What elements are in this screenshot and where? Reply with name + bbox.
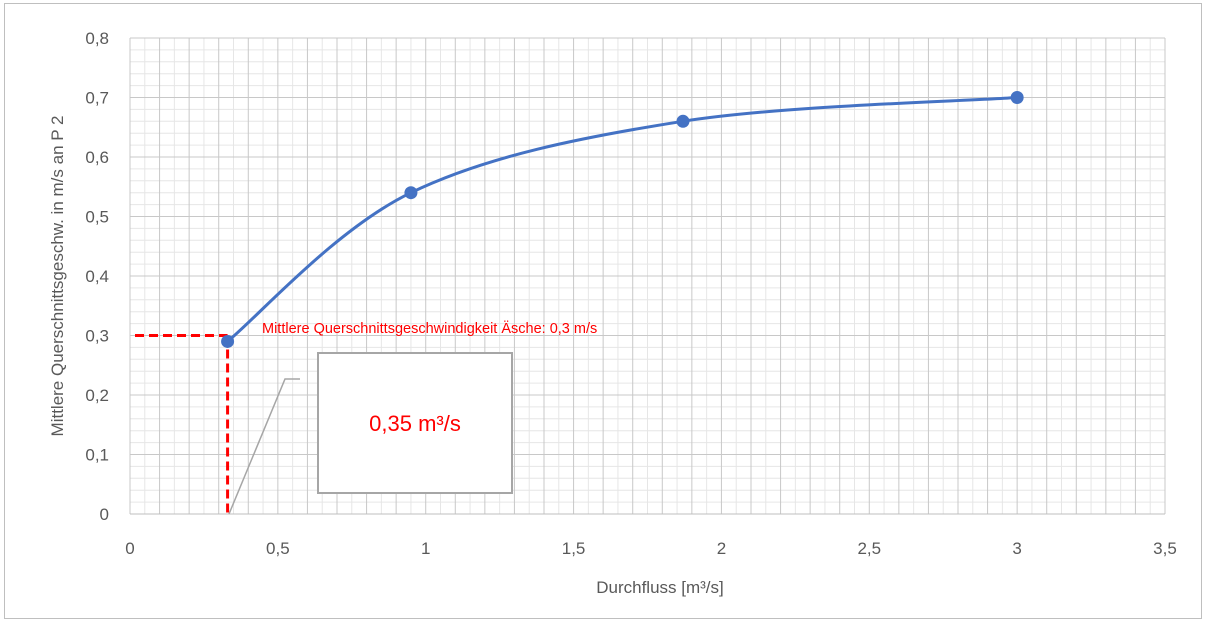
y-axis-label: Mittlere Querschnittsgeschw. in m/s an P… <box>48 115 67 437</box>
x-tick-label: 2,5 <box>857 539 881 558</box>
x-tick-label: 3,5 <box>1153 539 1177 558</box>
series-layer <box>221 91 1024 348</box>
callout-leader-line <box>228 378 300 515</box>
callout-leader <box>228 378 300 515</box>
data-point <box>221 334 235 348</box>
x-tick-label: 0 <box>125 539 134 558</box>
y-tick-label: 0,4 <box>85 267 109 286</box>
data-point <box>676 114 690 128</box>
reference-lines <box>135 334 230 514</box>
tick-labels: 0 0,5 1 1,5 2 2,5 3 3,5 0 0,1 0,2 0,3 0,4 0,5 0,6 0,7 0,… <box>85 29 1176 558</box>
y-tick-label: 0,7 <box>85 89 109 108</box>
data-point <box>404 186 418 200</box>
y-tick-label: 0,8 <box>85 29 109 48</box>
y-tick-label: 0,6 <box>85 148 109 167</box>
y-tick-label: 0,1 <box>85 446 109 465</box>
x-axis-label: Durchfluss [m³/s] <box>596 578 724 597</box>
major-grid <box>129 37 1166 515</box>
y-tick-label: 0,2 <box>85 386 109 405</box>
y-tick-label: 0,5 <box>85 208 109 227</box>
series-line <box>226 96 1018 343</box>
x-tick-label: 2 <box>717 539 726 558</box>
y-tick-label: 0 <box>100 505 109 524</box>
x-tick-label: 1 <box>421 539 430 558</box>
y-tick-label: 0,3 <box>85 327 109 346</box>
reference-annotation: Mittlere Querschnittsgeschwindigkeit Äsc… <box>262 321 598 337</box>
callout-text: 0,35 m³/s <box>369 411 461 436</box>
x-tick-label: 1,5 <box>562 539 586 558</box>
callout-box: 0,35 m³/s <box>317 352 513 494</box>
data-point <box>1010 91 1024 104</box>
x-tick-label: 0,5 <box>266 539 290 558</box>
x-tick-label: 3 <box>1012 539 1021 558</box>
chart-frame <box>4 3 1202 619</box>
